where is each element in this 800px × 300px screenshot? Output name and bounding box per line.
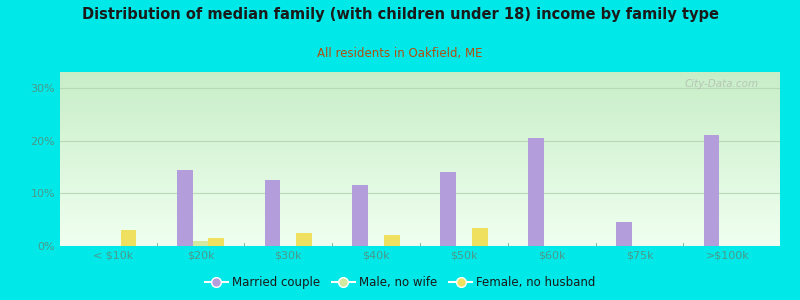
Bar [352, 185, 368, 246]
Bar [440, 172, 456, 246]
Bar [616, 222, 632, 246]
Bar [704, 135, 719, 246]
Text: Distribution of median family (with children under 18) income by family type: Distribution of median family (with chil… [82, 8, 718, 22]
Bar [384, 236, 400, 246]
Bar [472, 227, 488, 246]
Bar [528, 138, 544, 246]
Bar [208, 238, 224, 246]
Bar [193, 241, 208, 246]
Legend: Married couple, Male, no wife, Female, no husband: Married couple, Male, no wife, Female, n… [200, 272, 600, 294]
Text: All residents in Oakfield, ME: All residents in Oakfield, ME [318, 46, 482, 59]
Bar [265, 180, 280, 246]
Bar [121, 230, 136, 246]
Bar [177, 169, 193, 246]
Text: City-Data.com: City-Data.com [684, 79, 758, 89]
Bar [296, 233, 312, 246]
